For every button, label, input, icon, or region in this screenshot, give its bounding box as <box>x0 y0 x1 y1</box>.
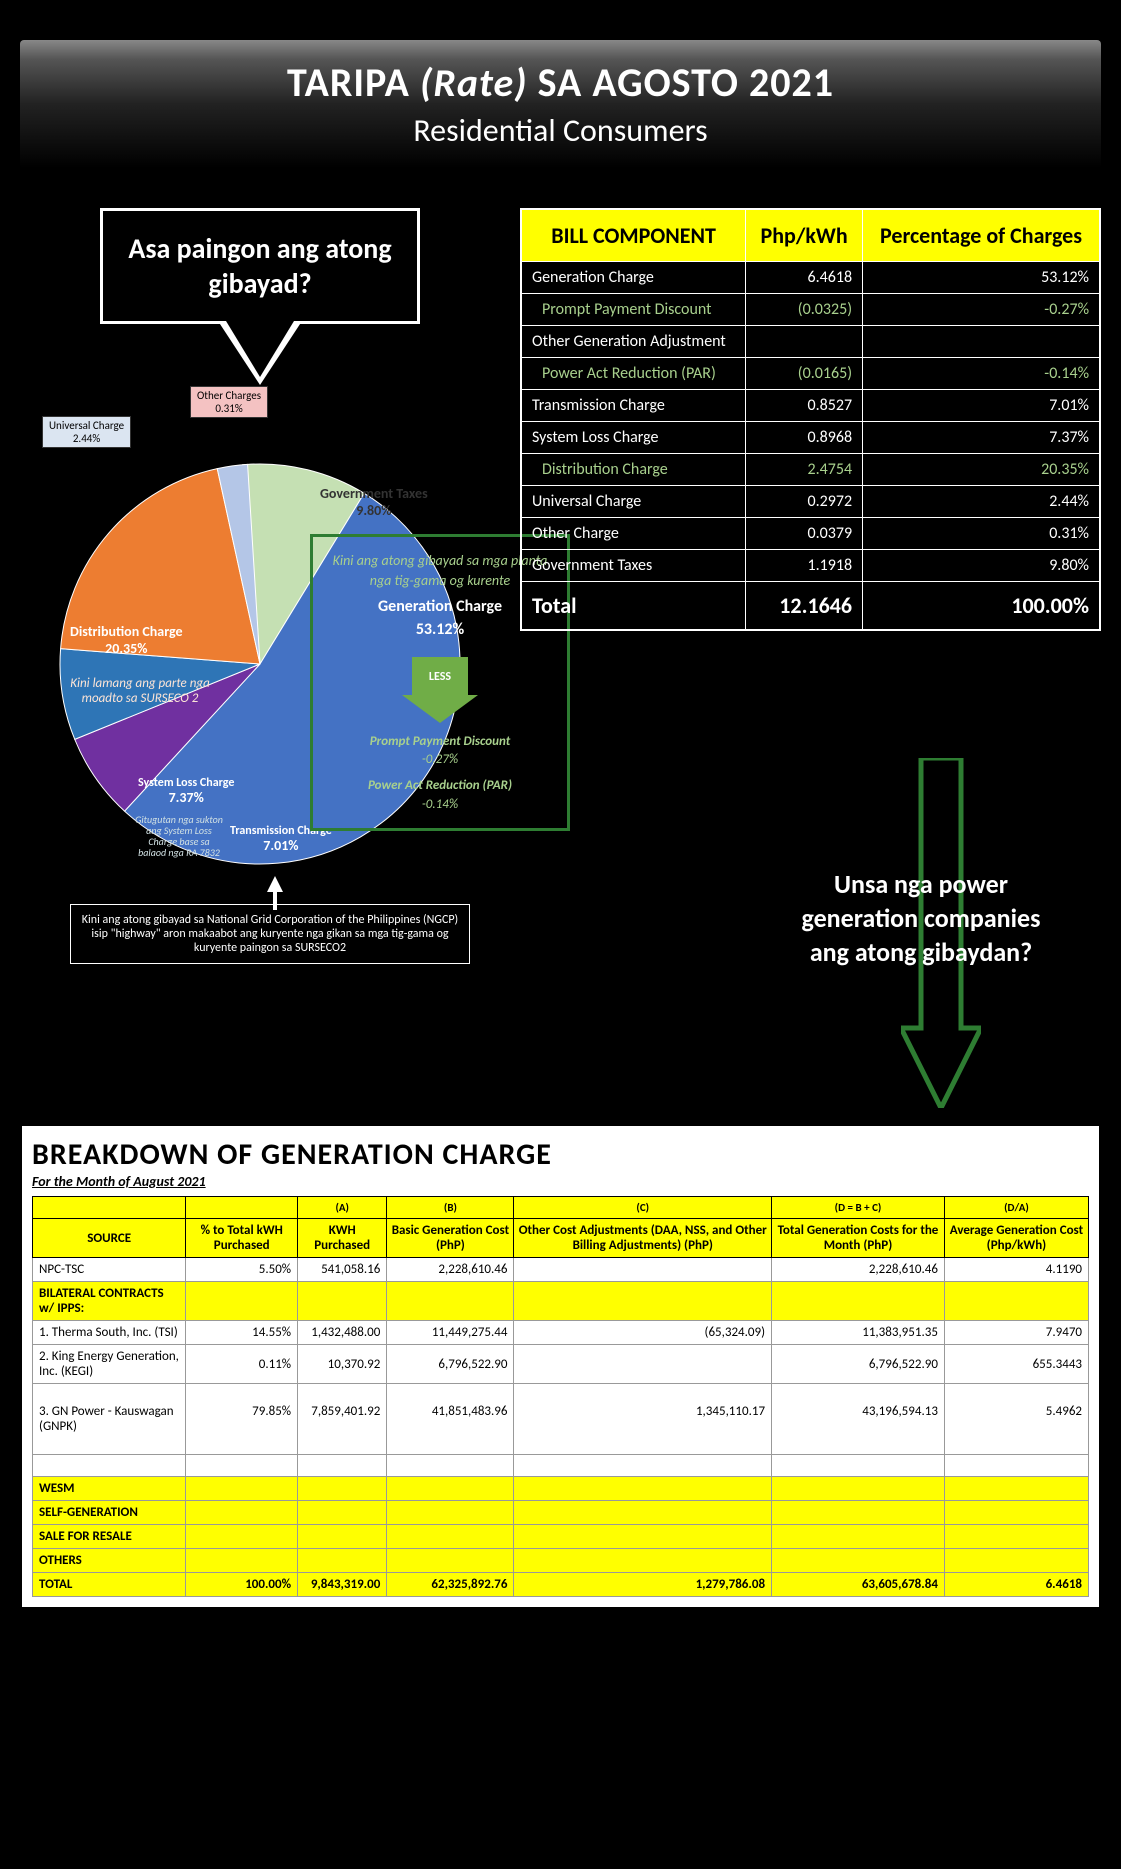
bc-row: Other Charge0.03790.31% <box>521 518 1100 550</box>
chip-other-charges: Other Charges0.31% <box>190 386 268 418</box>
bc-header: Percentage of Charges <box>863 209 1100 262</box>
bill-component-table: BILL COMPONENTPhp/kWhPercentage of Charg… <box>520 208 1101 631</box>
bc-row: Other Generation Adjustment <box>521 326 1100 358</box>
bc-row: Distribution Charge2.475420.35% <box>521 454 1100 486</box>
gc-header: KWH Purchased <box>298 1219 387 1258</box>
breakdown-subtitle: For the Month of August 2021 <box>32 1173 1089 1190</box>
pie-label-distribution: Distribution Charge20.35% <box>70 624 183 658</box>
gc-row: NPC-TSC5.50%541,058.162,228,610.462,228,… <box>33 1258 1089 1282</box>
pie-label-sysloss: System Loss Charge7.37% <box>138 776 234 807</box>
callout-gencos-question: Unsa nga power generation companies ang … <box>781 868 1061 969</box>
gc-header: Basic Generation Cost (PhP) <box>387 1219 514 1258</box>
gc-row: SELF-GENERATION <box>33 1501 1089 1525</box>
chip-universal-charge: Universal Charge2.44% <box>42 416 131 448</box>
bc-row: Power Act Reduction (PAR)(0.0165)-0.14% <box>521 358 1100 390</box>
gc-row: OTHERS <box>33 1549 1089 1573</box>
gc-header: Total Generation Costs for the Month (Ph… <box>772 1219 945 1258</box>
gen-discount-1: Prompt Payment Discount-0.27% <box>327 733 553 769</box>
bc-total-row: Total12.1646100.00% <box>521 582 1100 631</box>
header-banner: TARIPA (Rate) SA AGOSTO 2021 Residential… <box>20 40 1101 168</box>
bc-row: Generation Charge6.461853.12% <box>521 262 1100 294</box>
less-arrow-icon: LESS <box>412 657 468 699</box>
callout-payment-question: Asa paingon ang atong gibayad? <box>100 208 420 324</box>
gc-header: Other Cost Adjustments (DAA, NSS, and Ot… <box>514 1219 772 1258</box>
gc-header: % to Total kWH Purchased <box>186 1219 298 1258</box>
gc-row: 3. GN Power - Kauswagan (GNPK)79.85%7,85… <box>33 1384 1089 1455</box>
gc-header: SOURCE <box>33 1219 186 1258</box>
bc-header: BILL COMPONENT <box>521 209 746 262</box>
gc-row: 1. Therma South, Inc. (TSI)14.55%1,432,4… <box>33 1321 1089 1345</box>
distribution-note: Kini lamang ang parte nga moadto sa SURS… <box>60 676 220 706</box>
bc-row: Transmission Charge0.85277.01% <box>521 390 1100 422</box>
pie-chart: Other Charges0.31% Universal Charge2.44%… <box>20 424 500 904</box>
pie-label-gov-taxes: Government Taxes9.80% <box>320 486 428 520</box>
gc-row <box>33 1455 1089 1477</box>
bc-row: Universal Charge0.29722.44% <box>521 486 1100 518</box>
gen-discount-2: Power Act Reduction (PAR)-0.14% <box>327 777 553 813</box>
page-subtitle: Residential Consumers <box>60 111 1061 150</box>
left-column: Asa paingon ang atong gibayad? Other Cha… <box>20 208 500 904</box>
breakdown-title: BREAKDOWN OF GENERATION CHARGE <box>32 1136 1089 1173</box>
bc-row: Government Taxes1.19189.80% <box>521 550 1100 582</box>
right-column: BILL COMPONENTPhp/kWhPercentage of Charg… <box>520 208 1101 631</box>
bc-row: System Loss Charge0.89687.37% <box>521 422 1100 454</box>
gc-row: 2. King Energy Generation, Inc. (KEGI)0.… <box>33 1345 1089 1384</box>
caption-pointer-icon <box>265 876 285 910</box>
bc-header: Php/kWh <box>746 209 863 262</box>
gc-header: Average Generation Cost (Php/kWh) <box>944 1219 1088 1258</box>
transmission-caption: Kini ang atong gibayad sa National Grid … <box>70 904 470 964</box>
sysloss-note: Gitugutan nga sukton ang System Loss Cha… <box>134 814 224 858</box>
breakdown-panel: BREAKDOWN OF GENERATION CHARGE For the M… <box>20 1124 1101 1609</box>
mid-section: Asa paingon ang atong gibayad? Other Cha… <box>20 208 1101 904</box>
page-title: TARIPA (Rate) SA AGOSTO 2021 <box>60 58 1061 107</box>
bc-row: Prompt Payment Discount(0.0325)-0.27% <box>521 294 1100 326</box>
gc-row: SALE FOR RESALE <box>33 1525 1089 1549</box>
gc-row: WESM <box>33 1477 1089 1501</box>
page-wrap: TARIPA (Rate) SA AGOSTO 2021 Residential… <box>0 0 1121 1629</box>
generation-charge-table: (A)(B)(C)(D = B + C)(D/A) SOURCE% to Tot… <box>32 1196 1089 1597</box>
gc-row: BILATERAL CONTRACTS w/ IPPS: <box>33 1282 1089 1321</box>
gc-row: TOTAL100.00%9,843,319.0062,325,892.761,2… <box>33 1573 1089 1597</box>
